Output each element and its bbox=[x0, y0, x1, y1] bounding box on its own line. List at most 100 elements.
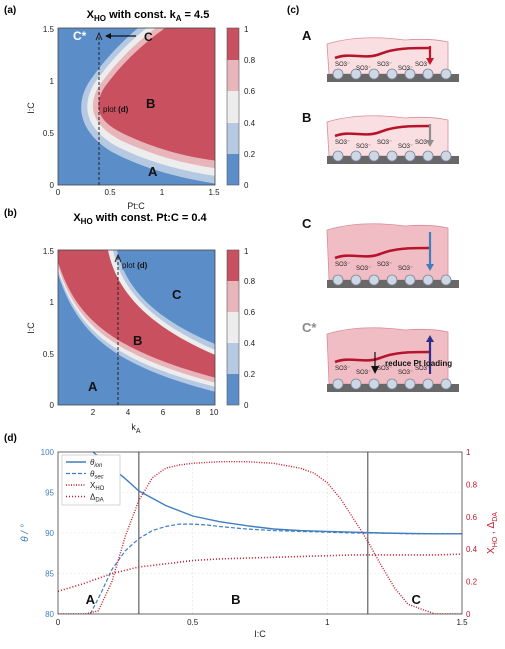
pt-particle bbox=[332, 274, 344, 286]
legend-label-main: Δ bbox=[90, 493, 96, 502]
arrow-down-head-icon bbox=[426, 58, 434, 65]
region-label-d-C: C bbox=[412, 592, 422, 607]
x-tick-d: 0 bbox=[56, 618, 61, 627]
x-tick-b-2: 2 bbox=[91, 408, 96, 417]
pt-particle bbox=[422, 274, 434, 286]
y-tick-right-d: 1 bbox=[466, 448, 471, 457]
x-label-b-sub: A bbox=[136, 428, 141, 435]
x-tick-b-10: 10 bbox=[210, 408, 219, 417]
legend-label-sub: HO bbox=[95, 486, 104, 492]
transition-arrowhead bbox=[371, 366, 379, 374]
x-ticks-a: 0 0.5 1 1.5 bbox=[56, 188, 220, 197]
region-label-a-b: A bbox=[88, 379, 98, 394]
colorbar-a-seg-5 bbox=[227, 28, 239, 60]
sulfonate-label: SO3⁻ bbox=[415, 140, 430, 146]
pt-particle bbox=[422, 68, 434, 80]
series-theta-sec-line bbox=[89, 523, 462, 614]
y-label-right-d: XHO , ΔDA bbox=[486, 512, 499, 554]
colorbar-b-seg-2 bbox=[227, 343, 239, 374]
pt-particle bbox=[440, 68, 452, 80]
ionomer-backbone bbox=[334, 246, 431, 260]
pt-particle bbox=[386, 150, 398, 162]
cbar-a-tick-2: 0.4 bbox=[244, 119, 256, 128]
pt-particle bbox=[386, 68, 398, 80]
y-tick-b-0: 0 bbox=[50, 401, 55, 410]
sulfonate-label: SO3⁻ bbox=[415, 366, 430, 372]
panel-label-d: (d) bbox=[4, 433, 17, 444]
plot-d-label-a-text: plot bbox=[103, 105, 118, 114]
pt-particle bbox=[332, 378, 344, 390]
x-tick-d: 1.5 bbox=[456, 618, 468, 627]
arrow-down-head-icon bbox=[426, 264, 434, 271]
y-label-a: I:C bbox=[26, 102, 36, 114]
region-label-a-a: A bbox=[148, 164, 158, 179]
y-label-b: I:C bbox=[26, 322, 36, 334]
line-chart-d: A B C 0 0.5 1 1.5 80 85 90 95 100 0 0.2 0.4 0.6 0.8 1 I:C θ… bbox=[20, 448, 499, 639]
schematic-row-label: C* bbox=[302, 320, 317, 335]
pt-particle bbox=[350, 150, 362, 162]
plot-d-frame bbox=[57, 451, 463, 615]
x-ticks-b: 2 4 6 8 10 bbox=[91, 408, 219, 417]
x-tick-a-1: 0.5 bbox=[104, 188, 116, 197]
y-tick-b-3: 1.5 bbox=[43, 247, 55, 256]
colorbar-b-seg-5 bbox=[227, 250, 239, 281]
pt-particle bbox=[404, 150, 416, 162]
chart-a-title-end: = 4.5 bbox=[181, 9, 209, 21]
pt-particle bbox=[404, 68, 416, 80]
schematic-row-label: C bbox=[302, 216, 312, 231]
region-label-b-a: B bbox=[146, 96, 155, 111]
heatmap-b: plot (d) C B A 2 4 6 8 10 0 0.5 1 1.5 kA… bbox=[26, 247, 219, 435]
plot-d-label-b-ref: (d) bbox=[137, 261, 148, 270]
legend-label-series-theta-ion: θion bbox=[90, 458, 103, 469]
panel-label-b: (b) bbox=[4, 208, 17, 219]
legend-label-sub: DA bbox=[95, 498, 103, 504]
pt-particle bbox=[422, 378, 434, 390]
colorbar-a-seg-1 bbox=[227, 154, 239, 185]
sulfonate-label: SO3⁻ bbox=[335, 262, 350, 268]
y-tick-left-d: 100 bbox=[41, 448, 55, 457]
y-tick-right-d: 0 bbox=[466, 610, 471, 619]
y-tick-left-d: 90 bbox=[45, 529, 54, 538]
plot-d-label-b-text: plot bbox=[122, 261, 137, 270]
legend-label-sub: sec bbox=[94, 475, 103, 481]
x-tick-a-3: 1.5 bbox=[208, 188, 220, 197]
chart-b-title-rest: with const. Pt:C = 0.4 bbox=[93, 212, 208, 224]
cbar-b-tick-5: 1 bbox=[244, 247, 249, 256]
ionomer-backbone bbox=[334, 350, 431, 364]
sulfonate-label: SO3⁻ bbox=[356, 144, 371, 150]
sulfonate-label: SO3⁻ bbox=[377, 262, 392, 268]
arrow-up-head-icon bbox=[426, 335, 434, 342]
pt-particle bbox=[350, 378, 362, 390]
panel-label-c: (c) bbox=[287, 5, 299, 16]
sulfonate-label: SO3⁻ bbox=[398, 370, 413, 376]
legend-d-box bbox=[61, 454, 121, 506]
chart-a-title-sub: HO bbox=[94, 14, 106, 23]
sulfonate-label: SO3⁻ bbox=[335, 62, 350, 68]
legend-label-sub: ion bbox=[94, 463, 103, 469]
y-label-right-part: X bbox=[486, 547, 497, 554]
colorbar-a-ticks: 0 0.2 0.4 0.6 0.8 1 bbox=[244, 25, 256, 190]
region-label-d-A: A bbox=[86, 592, 96, 607]
legend-label-series-delta-da: ΔDA bbox=[90, 493, 104, 504]
y-tick-left-d: 85 bbox=[45, 570, 54, 579]
colorbar-b-seg-4 bbox=[227, 281, 239, 312]
chart-a-title-rest: with const. k bbox=[106, 9, 177, 21]
heatmap-b-low-band-00 bbox=[58, 274, 215, 405]
sulfonate-label: SO3⁻ bbox=[398, 66, 413, 72]
x-label-a: Pt:C bbox=[127, 201, 145, 211]
y-tick-a-1: 0.5 bbox=[43, 129, 55, 138]
sulfonate-label: SO3⁻ bbox=[335, 366, 350, 372]
colorbar-a-seg-2 bbox=[227, 123, 239, 154]
pt-particle bbox=[440, 150, 452, 162]
pt-particle bbox=[386, 274, 398, 286]
colorbar-b-frame bbox=[226, 249, 240, 406]
colorbar-b-seg-3 bbox=[227, 312, 239, 343]
region-label-b-b: B bbox=[133, 333, 142, 348]
sulfonate-label: SO3⁻ bbox=[377, 62, 392, 68]
plot-d-label-a: plot (d) bbox=[103, 105, 129, 114]
cbar-a-tick-1: 0.2 bbox=[244, 150, 256, 159]
heatmap-a: C* C B A plot (d) 0 0.5 1 1.5 0 0.5 1 1.… bbox=[26, 25, 220, 211]
